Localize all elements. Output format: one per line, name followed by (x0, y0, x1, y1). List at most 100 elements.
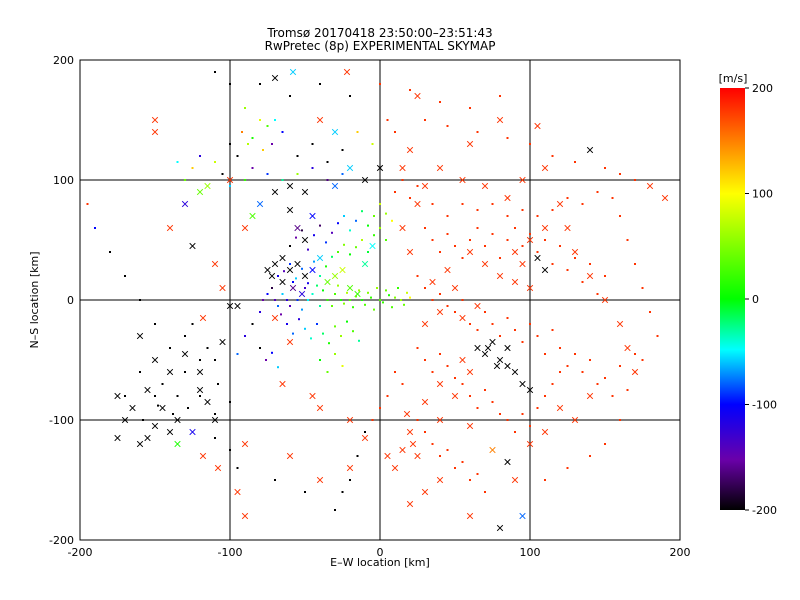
colorbar-tick-label: 200 (752, 82, 773, 95)
data-point-cross (534, 122, 541, 130)
data-point-cross (144, 434, 151, 442)
data-point-dot (262, 149, 264, 151)
data-point-dot (484, 491, 486, 493)
data-point-dot (604, 443, 606, 445)
y-tick-label: 100 (53, 174, 74, 187)
data-point-dot (307, 282, 309, 285)
data-point-cross (271, 314, 279, 322)
data-point-dot (271, 287, 273, 289)
data-point-dot (529, 425, 531, 427)
colorbar-gradient (720, 88, 745, 510)
data-point-dot (641, 359, 644, 361)
data-point-dot (301, 267, 303, 270)
data-point-cross (474, 344, 481, 352)
data-point-dot (376, 287, 378, 289)
data-point-dot (86, 203, 89, 205)
data-point-cross (406, 500, 414, 508)
data-point-dot (394, 191, 396, 193)
data-point-cross (406, 428, 414, 436)
data-point-dot (187, 407, 189, 409)
data-point-cross (309, 266, 316, 274)
data-point-dot (373, 234, 375, 237)
data-point-cross (241, 224, 249, 232)
data-point-dot (370, 296, 372, 299)
data-point-cross (493, 362, 501, 370)
data-point-dot (559, 371, 561, 373)
x-tick-label: -200 (68, 546, 93, 559)
data-point-dot (340, 299, 342, 301)
data-point-cross (496, 272, 504, 280)
data-point-cross (199, 452, 207, 460)
data-point-dot (307, 299, 309, 301)
data-point-cross (571, 248, 579, 256)
data-point-dot (352, 330, 354, 333)
data-point-dot (596, 191, 599, 193)
data-point-dot (619, 173, 621, 175)
data-point-dot (169, 347, 171, 349)
data-point-dot (416, 185, 419, 187)
data-point-dot (589, 263, 591, 265)
data-point-dot (337, 251, 339, 253)
data-point-dot (199, 359, 201, 361)
data-point-dot (161, 383, 164, 385)
data-point-dot (454, 245, 456, 247)
data-point-dot (521, 209, 524, 211)
data-point-cross (129, 404, 136, 412)
data-point-dot (124, 395, 126, 397)
data-point-dot (289, 305, 291, 307)
data-point-dot (461, 383, 464, 385)
data-point-dot (641, 287, 644, 289)
data-point-dot (326, 371, 329, 373)
data-point-dot (316, 284, 318, 287)
data-point-dot (484, 311, 486, 313)
data-point-cross (399, 164, 406, 172)
data-point-dot (469, 479, 471, 481)
data-point-cross (289, 284, 297, 292)
x-tick-label: 100 (520, 546, 541, 559)
data-point-dot (301, 229, 303, 232)
data-point-dot (416, 419, 419, 421)
data-point-dot (454, 377, 456, 379)
data-point-cross (519, 260, 526, 268)
data-point-cross (144, 386, 151, 394)
data-point-dot (499, 257, 501, 259)
chart-subtitle: RwPretec (8p) EXPERIMENTAL SKYMAP (265, 39, 496, 53)
data-point-cross (421, 488, 429, 496)
y-axis: -200 -100 0 100 200 N–S location [km] (28, 54, 86, 547)
data-point-dot (400, 299, 402, 301)
colorbar-label: [m/s] (719, 72, 748, 85)
data-point-dot (244, 179, 246, 181)
data-point-dot (310, 337, 312, 340)
data-point-dot (337, 284, 339, 287)
data-point-cross (399, 446, 406, 454)
data-point-dot (124, 275, 126, 277)
data-point-dot (491, 401, 494, 403)
data-point-cross (414, 92, 421, 100)
data-point-dot (446, 233, 449, 235)
data-point-dot (589, 359, 591, 361)
data-point-dot (346, 320, 348, 323)
data-point-dot (394, 131, 396, 133)
data-point-dot (469, 395, 471, 397)
data-point-dot (379, 83, 381, 85)
data-point-dot (259, 119, 261, 121)
data-point-cross (409, 440, 417, 448)
data-point-cross (331, 272, 339, 280)
data-point-cross (181, 350, 189, 358)
data-point-dot (172, 413, 174, 415)
data-point-dot (634, 353, 636, 355)
data-point-dot (551, 383, 554, 385)
data-point-dot (319, 83, 321, 85)
data-point-dot (506, 419, 509, 421)
data-point-cross (624, 344, 631, 352)
x-tick-label: -100 (218, 546, 243, 559)
data-point-dot (331, 231, 333, 234)
data-point-dot (319, 305, 321, 307)
data-point-dot (406, 291, 408, 294)
data-point-dot (506, 215, 509, 217)
data-point-cross (166, 428, 174, 436)
data-point-dot (281, 131, 284, 133)
data-point-dot (367, 224, 369, 227)
data-point-cross (286, 182, 294, 190)
data-point-cross (298, 290, 306, 298)
